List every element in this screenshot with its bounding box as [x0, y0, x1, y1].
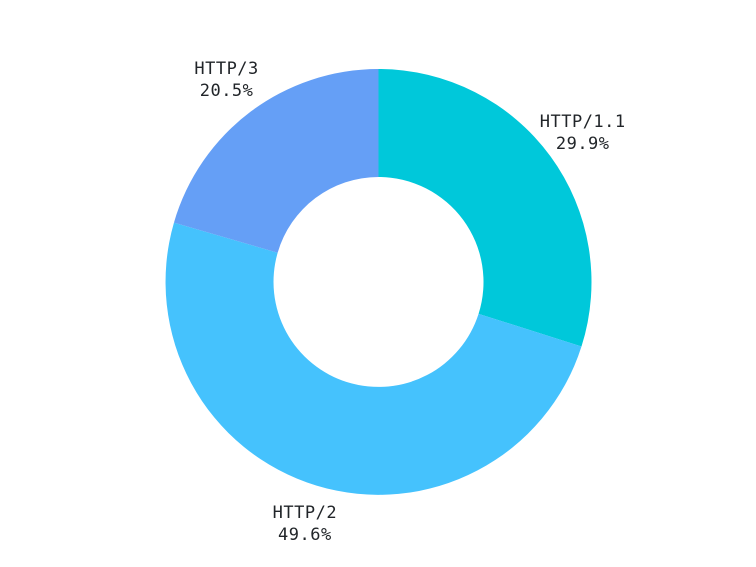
donut-slice-http-3[interactable] [173, 69, 379, 253]
donut-slice-http-2[interactable] [165, 222, 582, 495]
donut-slice-http-1-1[interactable] [378, 69, 592, 347]
